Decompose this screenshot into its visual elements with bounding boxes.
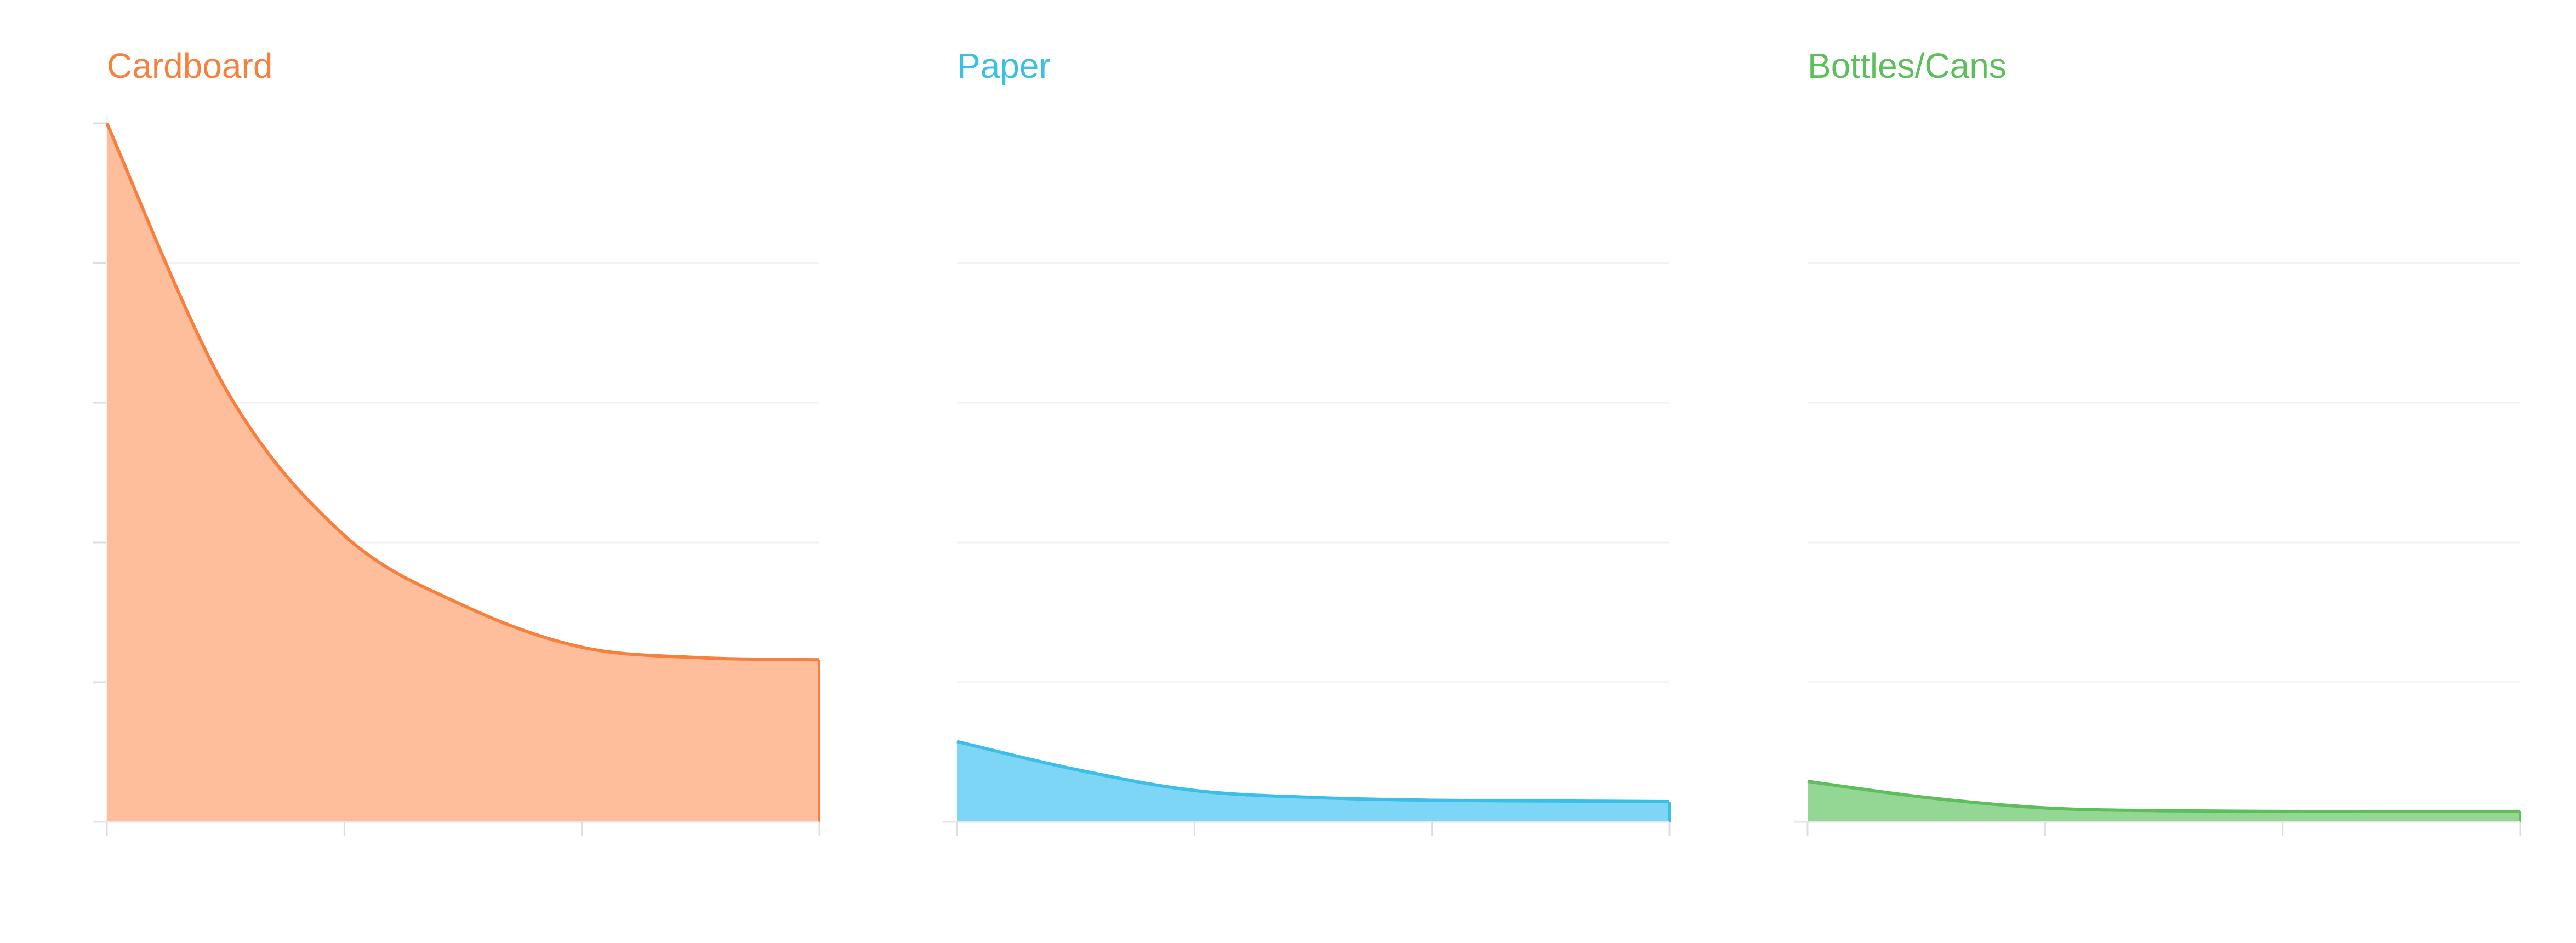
panel-bottles-cans: Bottles/Cans xyxy=(1794,46,2521,836)
panel-title-paper: Paper xyxy=(957,46,1051,85)
panel-title-cardboard: Cardboard xyxy=(107,46,272,85)
panel-title-bottles-cans: Bottles/Cans xyxy=(1808,46,2007,85)
panel-cardboard: Cardboard xyxy=(93,46,820,836)
area-fill xyxy=(1808,781,2520,822)
series-line xyxy=(105,122,820,662)
panel-paper: Paper xyxy=(943,46,1671,836)
area-fill xyxy=(957,741,1669,822)
series-line xyxy=(956,740,1670,804)
area-fill xyxy=(107,123,819,822)
series-line xyxy=(1807,780,2520,813)
